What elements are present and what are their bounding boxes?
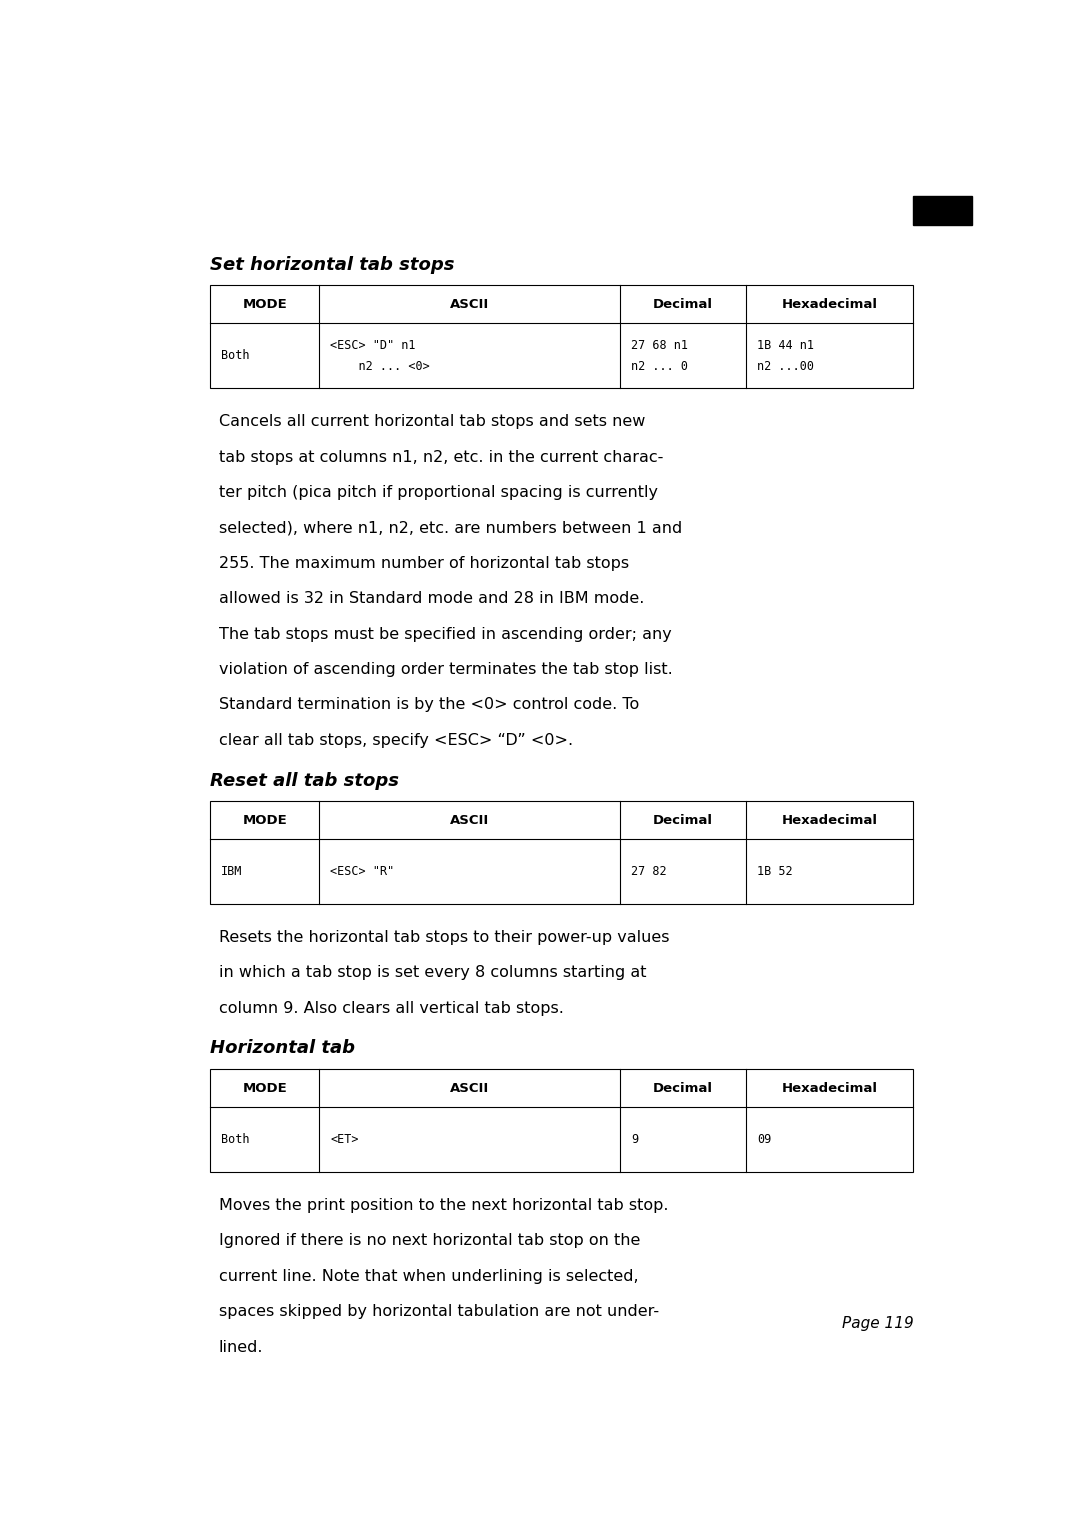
Text: MODE: MODE	[242, 814, 287, 826]
Text: n2 ...00: n2 ...00	[757, 360, 814, 373]
Text: The tab stops must be specified in ascending order; any: The tab stops must be specified in ascen…	[218, 627, 672, 642]
Text: allowed is 32 in Standard mode and 28 in IBM mode.: allowed is 32 in Standard mode and 28 in…	[218, 592, 644, 606]
Text: current line. Note that when underlining is selected,: current line. Note that when underlining…	[218, 1269, 638, 1283]
Text: Hexadecimal: Hexadecimal	[782, 814, 878, 826]
Text: Decimal: Decimal	[653, 297, 713, 311]
Bar	[211, 285, 914, 388]
Text: 27 82: 27 82	[632, 865, 667, 878]
Text: spaces skipped by horizontal tabulation are not under-: spaces skipped by horizontal tabulation …	[218, 1305, 659, 1320]
Text: column 9. Also clears all vertical tab stops.: column 9. Also clears all vertical tab s…	[218, 1001, 564, 1016]
Text: 1B 44 n1: 1B 44 n1	[757, 339, 814, 351]
Text: Ignored if there is no next horizontal tab stop on the: Ignored if there is no next horizontal t…	[218, 1234, 640, 1248]
Text: 9: 9	[632, 1133, 638, 1147]
Text: Decimal: Decimal	[653, 1082, 713, 1095]
Text: tab stops at columns n1, n2, etc. in the current charac-: tab stops at columns n1, n2, etc. in the…	[218, 449, 663, 464]
Text: 255. The maximum number of horizontal tab stops: 255. The maximum number of horizontal ta…	[218, 556, 629, 570]
Bar	[211, 1070, 914, 1171]
Text: MODE: MODE	[242, 1082, 287, 1095]
Text: n2 ... <0>: n2 ... <0>	[330, 360, 430, 373]
Text: Hexadecimal: Hexadecimal	[782, 297, 878, 311]
Text: <ET>: <ET>	[330, 1133, 359, 1147]
Text: ASCII: ASCII	[450, 297, 489, 311]
Text: Decimal: Decimal	[653, 814, 713, 826]
Text: in which a tab stop is set every 8 columns starting at: in which a tab stop is set every 8 colum…	[218, 966, 646, 981]
Text: Moves the print position to the next horizontal tab stop.: Moves the print position to the next hor…	[218, 1197, 669, 1213]
Text: Horizontal tab: Horizontal tab	[211, 1039, 355, 1058]
Text: Standard termination is by the <0> control code. To: Standard termination is by the <0> contr…	[218, 698, 639, 713]
Text: Reset all tab stops: Reset all tab stops	[211, 771, 400, 789]
Text: clear all tab stops, specify <ESC> “D” <0>.: clear all tab stops, specify <ESC> “D” <…	[218, 733, 572, 748]
Text: ASCII: ASCII	[450, 1082, 489, 1095]
Text: Both: Both	[221, 350, 249, 362]
Text: Cancels all current horizontal tab stops and sets new: Cancels all current horizontal tab stops…	[218, 414, 645, 429]
Text: Page 119: Page 119	[841, 1317, 914, 1331]
Text: 1B 52: 1B 52	[757, 865, 793, 878]
Text: ASCII: ASCII	[450, 814, 489, 826]
Text: lined.: lined.	[218, 1340, 264, 1355]
Bar	[914, 196, 972, 225]
Text: MODE: MODE	[242, 297, 287, 311]
Text: <ESC> "D" n1: <ESC> "D" n1	[330, 339, 416, 351]
Text: selected), where n1, n2, etc. are numbers between 1 and: selected), where n1, n2, etc. are number…	[218, 520, 681, 535]
Text: Hexadecimal: Hexadecimal	[782, 1082, 878, 1095]
Text: violation of ascending order terminates the tab stop list.: violation of ascending order terminates …	[218, 662, 673, 678]
Text: 27 68 n1: 27 68 n1	[632, 339, 688, 351]
Text: Resets the horizontal tab stops to their power-up values: Resets the horizontal tab stops to their…	[218, 931, 670, 944]
Bar	[211, 802, 914, 904]
Text: Both: Both	[221, 1133, 249, 1147]
Text: ter pitch (pica pitch if proportional spacing is currently: ter pitch (pica pitch if proportional sp…	[218, 484, 658, 500]
Text: n2 ... 0: n2 ... 0	[632, 360, 688, 373]
Text: Set horizontal tab stops: Set horizontal tab stops	[211, 256, 455, 274]
Text: IBM: IBM	[221, 865, 243, 878]
Text: <ESC> "R": <ESC> "R"	[330, 865, 394, 878]
Text: 09: 09	[757, 1133, 771, 1147]
